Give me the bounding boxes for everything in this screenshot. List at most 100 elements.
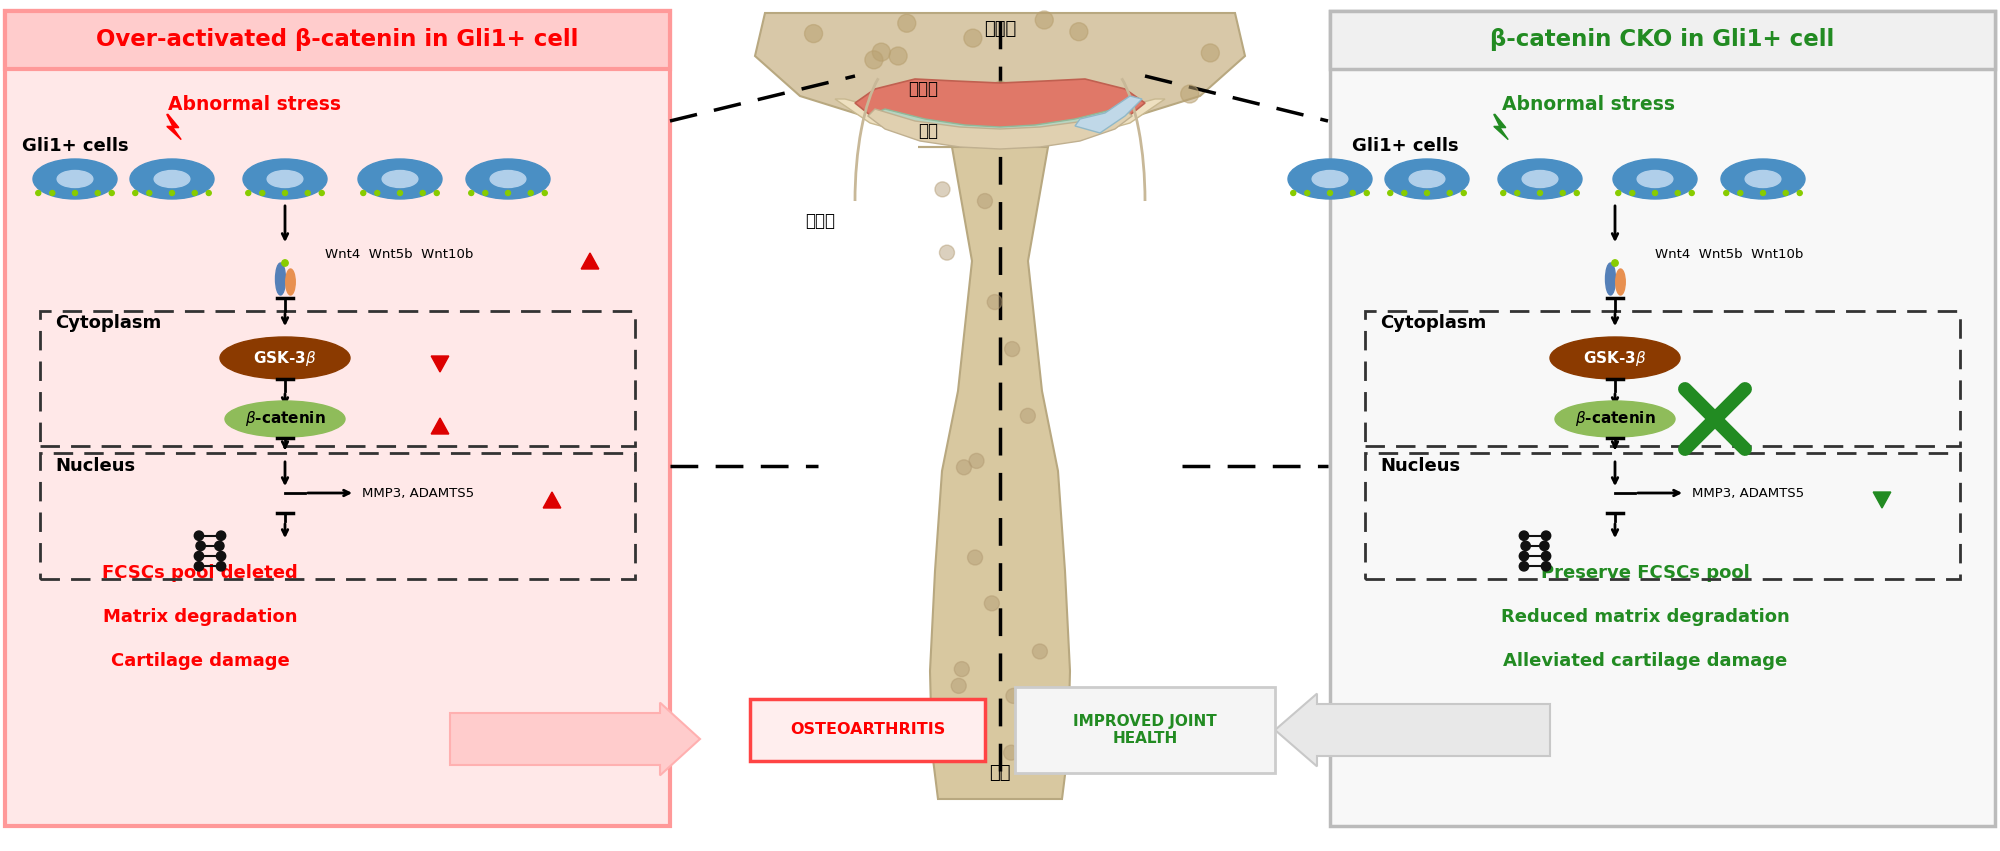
Polygon shape xyxy=(450,703,700,775)
Circle shape xyxy=(1676,191,1680,196)
Circle shape xyxy=(1004,745,1018,760)
Text: Cartilage damage: Cartilage damage xyxy=(110,652,290,670)
Polygon shape xyxy=(868,109,1132,149)
Ellipse shape xyxy=(130,159,214,199)
Circle shape xyxy=(1724,191,1728,196)
Ellipse shape xyxy=(358,159,442,199)
Circle shape xyxy=(1290,191,1296,196)
Text: 关节盘: 关节盘 xyxy=(908,80,938,98)
Polygon shape xyxy=(856,79,1144,133)
Circle shape xyxy=(132,191,138,196)
Bar xyxy=(1330,11,1996,69)
Circle shape xyxy=(1180,85,1198,103)
Circle shape xyxy=(1574,191,1580,196)
Text: IMPROVED JOINT
HEALTH: IMPROVED JOINT HEALTH xyxy=(1074,714,1216,746)
Circle shape xyxy=(214,541,224,551)
Circle shape xyxy=(170,191,174,196)
Polygon shape xyxy=(432,418,448,434)
Text: Gli1+ cells: Gli1+ cells xyxy=(22,137,128,155)
Circle shape xyxy=(872,43,890,61)
Circle shape xyxy=(940,245,954,260)
Text: Preserve FCSCs pool: Preserve FCSCs pool xyxy=(1540,564,1750,582)
Text: 关节囊: 关节囊 xyxy=(804,212,836,230)
Circle shape xyxy=(528,191,534,196)
Polygon shape xyxy=(1076,96,1142,133)
Text: Nucleus: Nucleus xyxy=(1380,457,1460,475)
Ellipse shape xyxy=(1612,159,1696,199)
Polygon shape xyxy=(756,13,1244,136)
Circle shape xyxy=(992,81,1010,100)
Circle shape xyxy=(1542,562,1550,571)
Text: 关节窝: 关节窝 xyxy=(984,20,1016,38)
Circle shape xyxy=(804,25,822,43)
Polygon shape xyxy=(166,114,182,140)
Circle shape xyxy=(194,551,204,561)
Circle shape xyxy=(1542,551,1550,561)
Circle shape xyxy=(398,191,402,196)
Circle shape xyxy=(952,678,966,694)
Text: Alleviated cartilage damage: Alleviated cartilage damage xyxy=(1502,652,1788,670)
Ellipse shape xyxy=(1606,263,1616,295)
Circle shape xyxy=(306,191,310,196)
Circle shape xyxy=(1462,191,1466,196)
Circle shape xyxy=(96,191,100,196)
Circle shape xyxy=(1202,44,1220,62)
Circle shape xyxy=(542,191,548,196)
Circle shape xyxy=(216,551,226,561)
Circle shape xyxy=(984,596,1000,611)
Ellipse shape xyxy=(1746,170,1780,187)
Text: Abnormal stress: Abnormal stress xyxy=(1502,94,1674,113)
Text: Gli1+ cells: Gli1+ cells xyxy=(1352,137,1458,155)
Circle shape xyxy=(1690,191,1694,196)
Circle shape xyxy=(1798,191,1802,196)
Ellipse shape xyxy=(1312,170,1348,187)
Circle shape xyxy=(246,191,250,196)
Text: Matrix degradation: Matrix degradation xyxy=(102,608,298,626)
Ellipse shape xyxy=(1386,159,1470,199)
Ellipse shape xyxy=(154,170,190,187)
Circle shape xyxy=(890,47,908,65)
Circle shape xyxy=(196,541,206,551)
Circle shape xyxy=(1350,191,1356,196)
Circle shape xyxy=(1006,688,1020,704)
Bar xyxy=(40,311,636,446)
Ellipse shape xyxy=(32,159,116,199)
Text: Wnt4  Wnt5b  Wnt10b: Wnt4 Wnt5b Wnt10b xyxy=(324,248,474,260)
Circle shape xyxy=(1004,341,1020,357)
Circle shape xyxy=(1520,551,1528,561)
Circle shape xyxy=(1448,191,1452,196)
Polygon shape xyxy=(544,492,560,508)
Circle shape xyxy=(506,191,510,196)
Bar xyxy=(40,453,636,579)
Circle shape xyxy=(938,82,956,100)
Circle shape xyxy=(1020,408,1036,423)
Polygon shape xyxy=(1494,114,1508,140)
Text: GSK-3$\beta$: GSK-3$\beta$ xyxy=(254,349,316,368)
Circle shape xyxy=(968,550,982,565)
Circle shape xyxy=(1070,23,1088,41)
Text: Cytoplasm: Cytoplasm xyxy=(1380,314,1486,332)
Circle shape xyxy=(72,191,78,196)
Ellipse shape xyxy=(244,159,328,199)
Circle shape xyxy=(956,460,972,475)
Ellipse shape xyxy=(58,170,92,187)
Circle shape xyxy=(1520,541,1530,551)
Circle shape xyxy=(1630,191,1634,196)
Circle shape xyxy=(1520,531,1528,540)
Ellipse shape xyxy=(1288,159,1372,199)
Bar xyxy=(1016,687,1276,773)
Text: $\beta$-catenin: $\beta$-catenin xyxy=(1574,409,1656,429)
Text: GSK-3$\beta$: GSK-3$\beta$ xyxy=(1584,349,1646,368)
Ellipse shape xyxy=(1498,159,1582,199)
Circle shape xyxy=(320,191,324,196)
Text: Wnt4  Wnt5b  Wnt10b: Wnt4 Wnt5b Wnt10b xyxy=(1656,248,1804,260)
Circle shape xyxy=(898,14,916,32)
Circle shape xyxy=(978,193,992,208)
Circle shape xyxy=(216,531,226,540)
Ellipse shape xyxy=(1550,337,1680,379)
Circle shape xyxy=(194,562,204,571)
Circle shape xyxy=(1540,541,1550,551)
Circle shape xyxy=(50,191,54,196)
Bar xyxy=(1364,311,1960,446)
Circle shape xyxy=(1560,191,1566,196)
